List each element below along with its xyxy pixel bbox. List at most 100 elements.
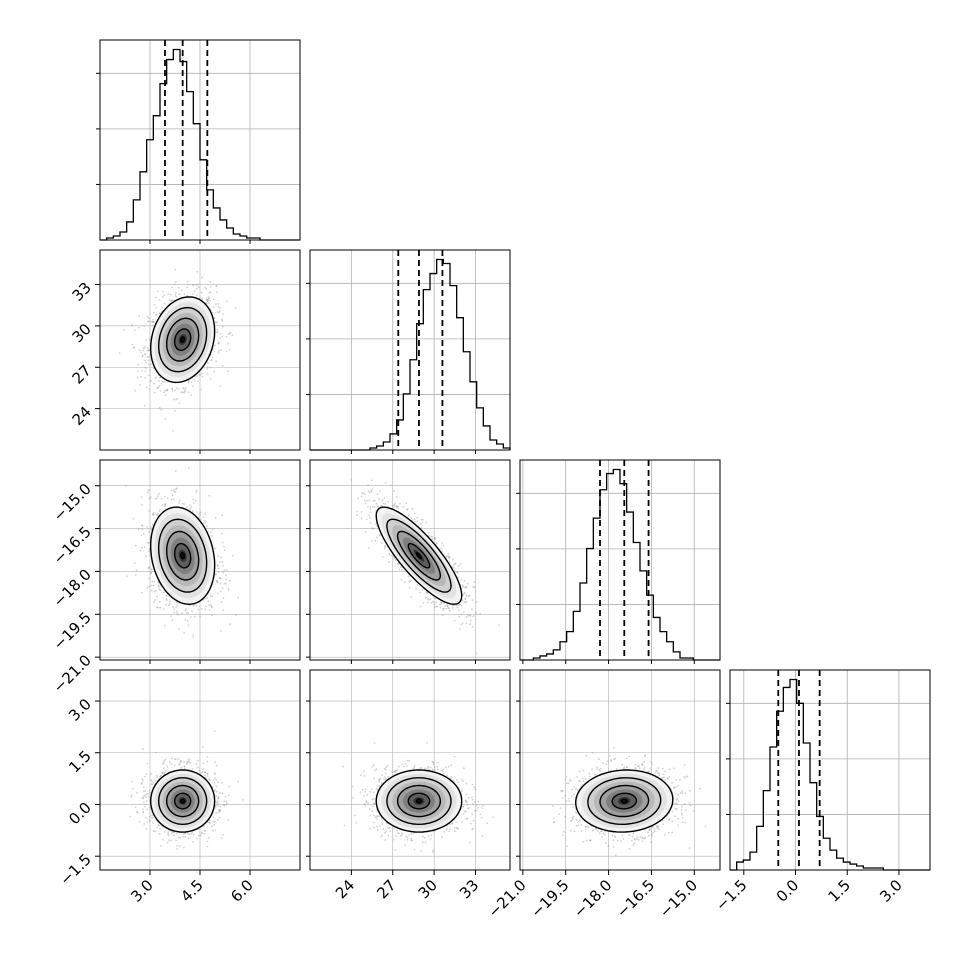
sample-point <box>370 506 372 508</box>
sample-point <box>381 542 383 544</box>
sample-point <box>216 291 218 293</box>
sample-point <box>465 586 467 588</box>
sample-point <box>188 467 190 469</box>
sample-point <box>216 580 218 582</box>
sample-point <box>159 390 161 392</box>
sample-point <box>376 503 378 505</box>
panel-frame <box>520 460 720 660</box>
sample-point <box>189 507 191 509</box>
sample-point <box>207 597 209 599</box>
sample-point <box>228 370 230 372</box>
sample-point <box>372 500 374 502</box>
sample-point <box>205 605 207 607</box>
sample-point <box>143 326 145 328</box>
sample-point <box>434 537 436 539</box>
sample-point <box>410 517 412 519</box>
sample-point <box>141 547 143 549</box>
sample-point <box>145 339 147 341</box>
sample-point <box>196 271 198 273</box>
sample-point <box>164 506 166 508</box>
sample-point <box>215 286 217 288</box>
sample-point <box>201 292 203 294</box>
sample-point <box>156 596 158 598</box>
sample-point <box>161 383 163 385</box>
sample-point <box>220 583 222 585</box>
sample-point <box>155 590 157 592</box>
sample-point <box>192 510 194 512</box>
sample-point <box>472 586 474 588</box>
sample-point <box>200 519 202 521</box>
sample-point <box>217 564 219 566</box>
sample-point <box>154 599 156 601</box>
sample-point <box>449 610 451 612</box>
sample-point <box>405 502 407 504</box>
sample-point <box>147 316 149 318</box>
sample-point <box>165 418 167 420</box>
sample-point <box>384 545 386 547</box>
sample-point <box>187 284 189 286</box>
sample-point <box>148 568 150 570</box>
sample-point <box>148 320 150 322</box>
sample-point <box>385 482 387 484</box>
sample-point <box>441 602 443 604</box>
sample-point <box>176 604 178 606</box>
sample-point <box>149 498 151 500</box>
sample-point <box>416 584 418 586</box>
sample-point <box>145 367 147 369</box>
sample-point <box>140 376 142 378</box>
sample-point <box>199 616 201 618</box>
sample-point <box>376 537 378 539</box>
sample-point <box>222 326 224 328</box>
sample-point <box>161 498 163 500</box>
sample-point <box>151 590 153 592</box>
sample-point <box>215 360 217 362</box>
sample-point <box>200 374 202 376</box>
sample-point <box>166 598 168 600</box>
sample-point <box>220 385 222 387</box>
sample-point <box>470 620 472 622</box>
sample-point <box>159 511 161 513</box>
sample-point <box>187 281 189 283</box>
sample-point <box>165 604 167 606</box>
sample-point <box>445 556 447 558</box>
sample-point <box>464 593 466 595</box>
sample-point <box>370 490 372 492</box>
sample-point <box>157 291 159 293</box>
sample-point <box>220 630 222 632</box>
sample-point <box>132 518 134 520</box>
sample-point <box>384 503 386 505</box>
sample-point <box>173 612 175 614</box>
sample-point <box>351 479 353 481</box>
sample-point <box>235 307 237 309</box>
sample-point <box>187 612 189 614</box>
sample-point <box>218 571 220 573</box>
sample-point <box>210 531 212 533</box>
sample-point <box>374 500 376 502</box>
sample-point <box>467 615 469 617</box>
sample-point <box>227 343 229 345</box>
sample-point <box>170 294 172 296</box>
sample-point <box>211 595 213 597</box>
sample-point <box>464 580 466 582</box>
sample-point <box>396 496 398 498</box>
sample-point <box>144 353 146 355</box>
sample-point <box>210 378 212 380</box>
sample-point <box>150 380 152 382</box>
contour-peak <box>181 553 185 559</box>
sample-point <box>428 532 430 534</box>
marginal-panel-0 <box>96 40 300 240</box>
sample-point <box>126 575 128 577</box>
sample-point <box>399 503 401 505</box>
sample-point <box>228 589 230 591</box>
sample-point <box>466 595 468 597</box>
sample-point <box>216 329 218 331</box>
sample-point <box>138 327 140 329</box>
sample-point <box>217 593 219 595</box>
sample-point <box>415 588 417 590</box>
sample-point <box>178 388 180 390</box>
sample-point <box>388 554 390 556</box>
sample-point <box>220 349 222 351</box>
sample-point <box>141 504 143 506</box>
sample-point <box>445 605 447 607</box>
sample-point <box>498 624 500 626</box>
